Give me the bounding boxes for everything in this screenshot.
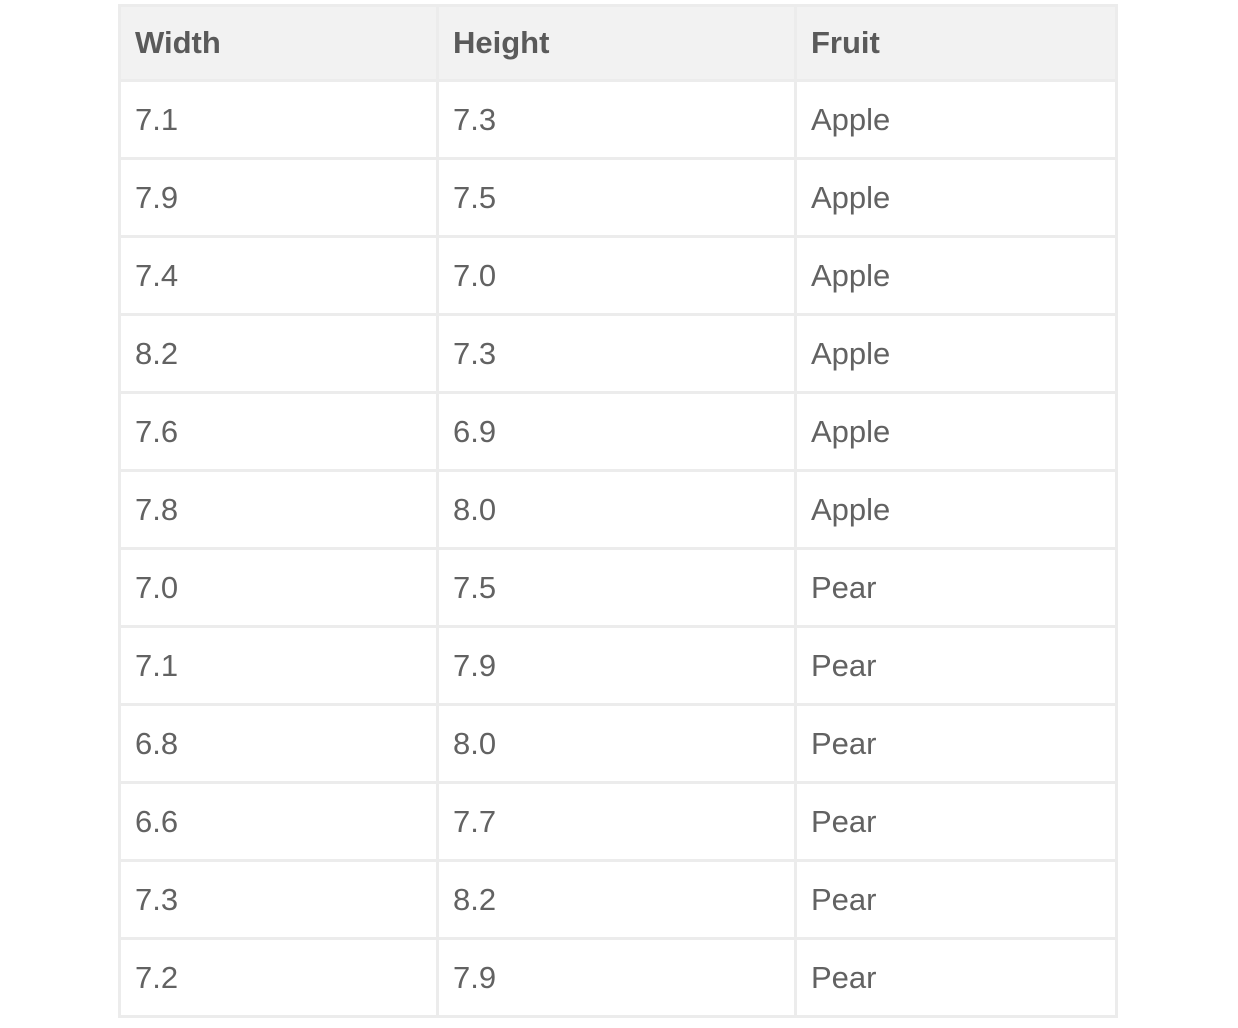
height-cell: 8.2 bbox=[439, 862, 797, 940]
column-header-width: Width bbox=[118, 4, 439, 82]
fruit-cell: Apple bbox=[797, 472, 1118, 550]
fruit-cell: Pear bbox=[797, 862, 1118, 940]
table-row: 7.1 7.9 Pear bbox=[118, 628, 1118, 706]
table-row: 6.8 8.0 Pear bbox=[118, 706, 1118, 784]
width-cell: 6.8 bbox=[118, 706, 439, 784]
height-cell: 7.7 bbox=[439, 784, 797, 862]
height-cell: 7.9 bbox=[439, 940, 797, 1018]
table-row: 8.2 7.3 Apple bbox=[118, 316, 1118, 394]
table-row: 7.0 7.5 Pear bbox=[118, 550, 1118, 628]
fruit-cell: Apple bbox=[797, 394, 1118, 472]
table-row: 7.2 7.9 Pear bbox=[118, 940, 1118, 1018]
table-row: 6.6 7.7 Pear bbox=[118, 784, 1118, 862]
width-cell: 7.1 bbox=[118, 82, 439, 160]
height-cell: 8.0 bbox=[439, 472, 797, 550]
fruit-cell: Apple bbox=[797, 160, 1118, 238]
height-cell: 7.3 bbox=[439, 316, 797, 394]
fruit-cell: Pear bbox=[797, 784, 1118, 862]
fruit-table-container: Width Height Fruit 7.1 7.3 Apple 7.9 7.5 Appl… bbox=[118, 4, 1118, 1018]
width-cell: 7.4 bbox=[118, 238, 439, 316]
height-cell: 6.9 bbox=[439, 394, 797, 472]
height-cell: 7.9 bbox=[439, 628, 797, 706]
table-row: 7.8 8.0 Apple bbox=[118, 472, 1118, 550]
width-cell: 7.1 bbox=[118, 628, 439, 706]
height-cell: 7.5 bbox=[439, 160, 797, 238]
table-row: 7.9 7.5 Apple bbox=[118, 160, 1118, 238]
fruit-cell: Apple bbox=[797, 82, 1118, 160]
table-header: Width Height Fruit bbox=[118, 4, 1118, 82]
fruit-cell: Pear bbox=[797, 550, 1118, 628]
table-row: 7.6 6.9 Apple bbox=[118, 394, 1118, 472]
column-header-fruit: Fruit bbox=[797, 4, 1118, 82]
height-cell: 7.0 bbox=[439, 238, 797, 316]
table-body: 7.1 7.3 Apple 7.9 7.5 Apple 7.4 7.0 Apple 8.2 7.3 A… bbox=[118, 82, 1118, 1018]
width-cell: 7.0 bbox=[118, 550, 439, 628]
fruit-cell: Pear bbox=[797, 706, 1118, 784]
width-cell: 7.9 bbox=[118, 160, 439, 238]
width-cell: 8.2 bbox=[118, 316, 439, 394]
fruit-cell: Pear bbox=[797, 940, 1118, 1018]
table-row: 7.3 8.2 Pear bbox=[118, 862, 1118, 940]
header-row: Width Height Fruit bbox=[118, 4, 1118, 82]
width-cell: 7.8 bbox=[118, 472, 439, 550]
width-cell: 7.3 bbox=[118, 862, 439, 940]
table-row: 7.4 7.0 Apple bbox=[118, 238, 1118, 316]
width-cell: 6.6 bbox=[118, 784, 439, 862]
height-cell: 7.3 bbox=[439, 82, 797, 160]
width-cell: 7.2 bbox=[118, 940, 439, 1018]
height-cell: 7.5 bbox=[439, 550, 797, 628]
fruit-cell: Apple bbox=[797, 316, 1118, 394]
width-cell: 7.6 bbox=[118, 394, 439, 472]
table-row: 7.1 7.3 Apple bbox=[118, 82, 1118, 160]
height-cell: 8.0 bbox=[439, 706, 797, 784]
fruit-cell: Apple bbox=[797, 238, 1118, 316]
column-header-height: Height bbox=[439, 4, 797, 82]
fruit-table: Width Height Fruit 7.1 7.3 Apple 7.9 7.5 Appl… bbox=[118, 4, 1118, 1018]
fruit-cell: Pear bbox=[797, 628, 1118, 706]
